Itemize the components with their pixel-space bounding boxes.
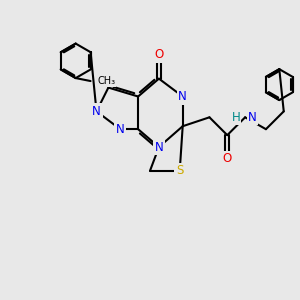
Text: H: H — [232, 111, 241, 124]
Text: O: O — [223, 152, 232, 165]
Text: N: N — [248, 111, 257, 124]
Text: O: O — [154, 48, 164, 62]
Text: N: N — [154, 140, 163, 154]
Text: S: S — [176, 164, 183, 177]
Text: N: N — [116, 123, 125, 136]
Text: N: N — [178, 90, 187, 103]
Text: CH₃: CH₃ — [97, 76, 115, 86]
Text: N: N — [92, 105, 101, 118]
